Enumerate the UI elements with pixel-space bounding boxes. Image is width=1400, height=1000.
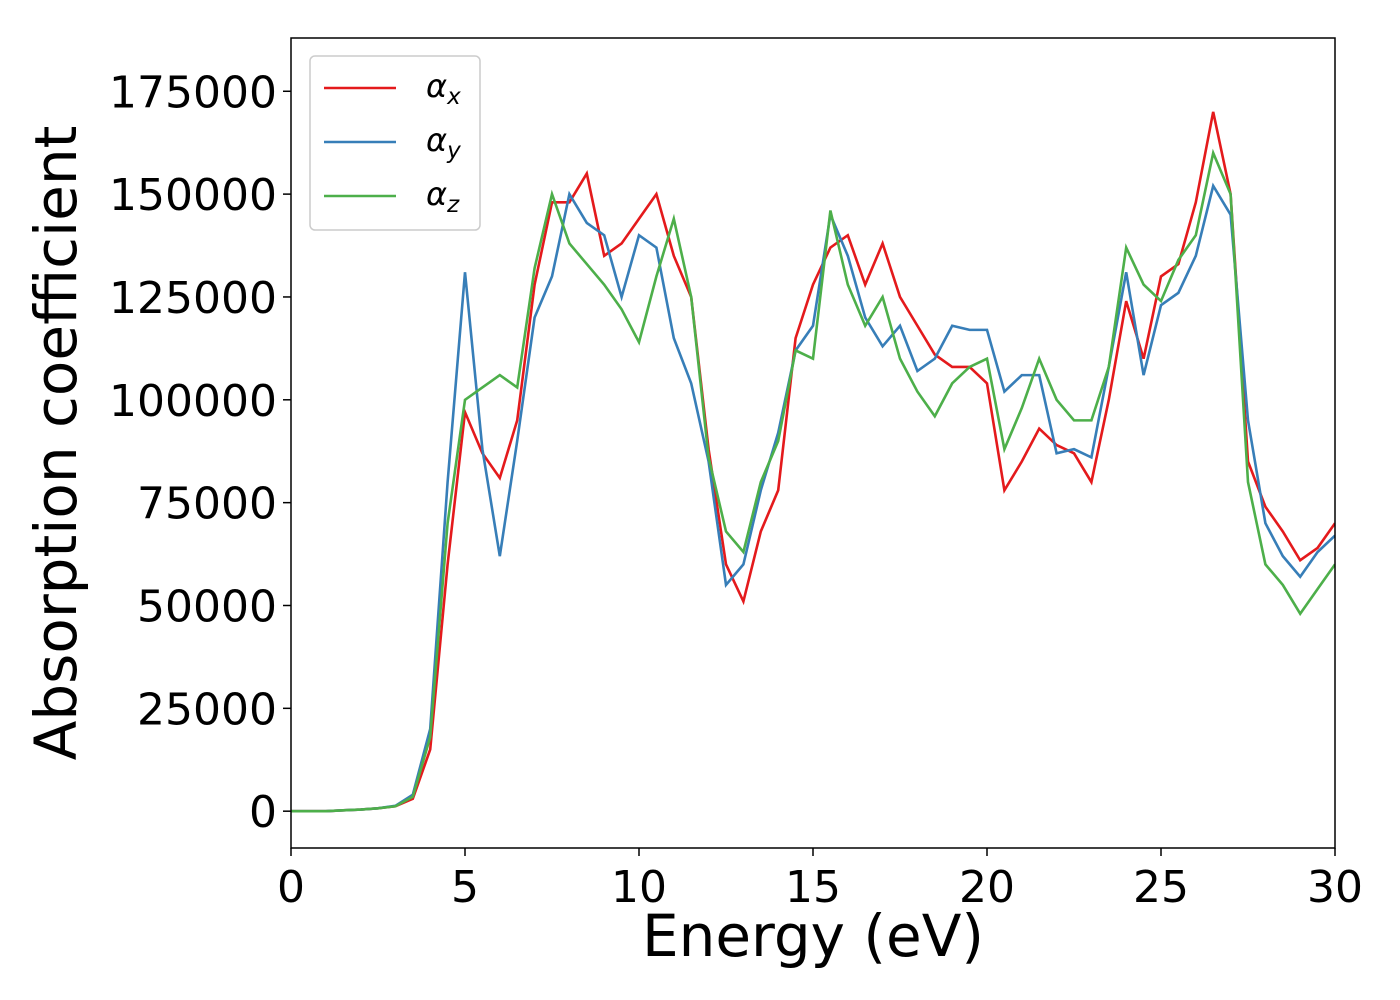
y-tick-label: 125000 xyxy=(109,273,277,324)
x-tick-label: 15 xyxy=(785,862,841,913)
x-tick-label: 25 xyxy=(1133,862,1189,913)
x-tick-label: 20 xyxy=(959,862,1015,913)
y-axis-label: Absorption coefficient xyxy=(22,126,90,761)
legend-label: αy xyxy=(426,121,461,164)
series-line xyxy=(291,148,1335,813)
x-axis-label: Energy (eV) xyxy=(642,902,984,970)
y-tick-label: 50000 xyxy=(137,581,277,632)
series-line xyxy=(291,182,1335,813)
y-tick-label: 100000 xyxy=(109,376,277,427)
x-tick-label: 10 xyxy=(611,862,667,913)
series-line xyxy=(291,111,1335,813)
y-tick-label: 175000 xyxy=(109,67,277,118)
y-tick-label: 75000 xyxy=(137,479,277,530)
x-tick-label: 0 xyxy=(277,862,305,913)
x-tick-label: 5 xyxy=(451,862,479,913)
y-tick-label: 150000 xyxy=(109,170,277,221)
plot-frame xyxy=(290,37,1336,849)
legend-label: αz xyxy=(426,175,460,218)
x-tick-label: 30 xyxy=(1307,862,1363,913)
y-tick-label: 25000 xyxy=(137,684,277,735)
y-tick-label: 0 xyxy=(249,787,277,838)
legend-label: αx xyxy=(426,67,461,110)
